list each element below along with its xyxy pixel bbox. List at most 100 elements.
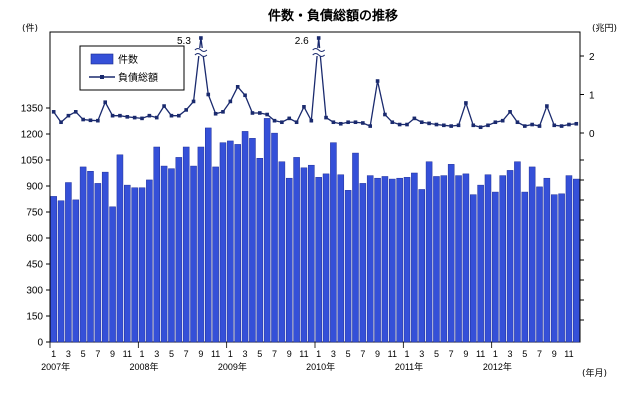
right-tick-label: 0 — [589, 129, 595, 140]
debt-point — [464, 101, 468, 105]
legend-bar-swatch — [90, 53, 114, 65]
debt-point — [125, 115, 130, 119]
x-month-label: 9 — [463, 349, 468, 359]
bar — [322, 173, 330, 343]
x-month-label: 1 — [316, 349, 321, 359]
x-month-label: 5 — [257, 349, 262, 359]
bar — [337, 174, 345, 343]
annotations: 5.3 2.6 — [177, 36, 326, 57]
debt-point — [140, 116, 144, 121]
bar — [308, 164, 315, 343]
debt-point — [449, 124, 453, 128]
x-month-label: 7 — [449, 349, 454, 359]
x-month-label: 7 — [537, 349, 542, 359]
axis-break-mark — [312, 48, 326, 52]
axis-break-mark — [312, 53, 326, 57]
x-month-label: 3 — [243, 349, 248, 359]
debt-point — [434, 122, 439, 127]
debt-point — [294, 120, 299, 125]
debt-point — [309, 118, 314, 123]
x-month-label: 11 — [564, 349, 573, 359]
bar — [528, 166, 536, 343]
bar — [492, 191, 499, 343]
x-month-label: 1 — [51, 349, 56, 359]
bar — [499, 175, 506, 343]
debt-point — [272, 118, 277, 123]
x-month-label: 5 — [434, 349, 439, 359]
debt-point — [478, 125, 483, 130]
bar — [484, 174, 492, 343]
bar — [396, 177, 403, 343]
left-tick-label: 1200 — [21, 130, 44, 141]
bar — [234, 144, 241, 343]
axis-break-gap — [312, 48, 325, 56]
debt-point — [508, 110, 512, 114]
debt-point — [412, 116, 417, 121]
left-tick-label: 600 — [26, 234, 43, 245]
debt-point — [243, 93, 247, 98]
bar — [138, 187, 146, 343]
debt-point — [397, 122, 402, 127]
line-series — [51, 36, 579, 130]
debt-point — [250, 111, 255, 115]
bar — [359, 183, 367, 343]
x-month-label: 7 — [95, 349, 100, 359]
bar — [160, 165, 168, 343]
debt-point — [73, 110, 78, 114]
bar — [411, 172, 418, 343]
bar — [57, 200, 65, 343]
spike-annotation: 2.6 — [295, 36, 309, 47]
debt-point — [103, 100, 108, 104]
bar — [374, 177, 381, 343]
x-month-label: 3 — [419, 349, 424, 359]
debt-point — [419, 120, 424, 125]
x-year-label: 2007年 — [41, 361, 70, 372]
bar — [175, 157, 183, 343]
bar — [521, 191, 529, 343]
debt-point — [346, 120, 350, 125]
x-month-label: 7 — [272, 349, 277, 359]
bar — [381, 176, 389, 343]
bar — [469, 194, 477, 343]
bar — [168, 168, 175, 343]
bar — [109, 206, 116, 343]
x-month-label: 1 — [140, 349, 145, 359]
bar — [536, 186, 543, 343]
bar — [418, 189, 426, 343]
bar — [506, 170, 514, 343]
legend-label-debt: 負債総額 — [118, 71, 158, 84]
debt-point — [375, 79, 380, 83]
x-year-label: 2011年 — [395, 361, 423, 372]
debt-point — [316, 36, 321, 40]
bar — [550, 194, 558, 343]
bar — [249, 138, 256, 343]
bar — [565, 175, 573, 343]
x-month-label: 9 — [287, 349, 292, 359]
debt-point — [331, 120, 336, 125]
bar — [116, 154, 124, 343]
left-tick-label: 1350 — [21, 104, 44, 115]
bar — [558, 193, 565, 343]
bar — [72, 199, 80, 343]
debt-point — [228, 99, 233, 104]
debt-point — [530, 122, 534, 127]
bar — [455, 175, 462, 343]
x-month-label: 3 — [508, 349, 513, 359]
debt-point — [567, 122, 571, 127]
debt-point — [213, 111, 218, 116]
spike-annotation: 5.3 — [177, 36, 191, 47]
debt-point — [442, 123, 446, 128]
debt-point — [265, 112, 269, 117]
debt-point — [493, 120, 498, 125]
x-month-label: 7 — [360, 349, 365, 359]
bar — [131, 187, 138, 343]
x-month-label: 9 — [198, 349, 203, 359]
debt-point — [302, 105, 306, 109]
x-month-label: 1 — [405, 349, 410, 359]
debt-point — [361, 121, 365, 125]
debt-point — [324, 115, 328, 120]
bar — [352, 152, 359, 343]
debt-point — [88, 118, 93, 123]
left-tick-label: 450 — [26, 260, 43, 271]
x-axis-unit: (年月) — [582, 367, 607, 379]
